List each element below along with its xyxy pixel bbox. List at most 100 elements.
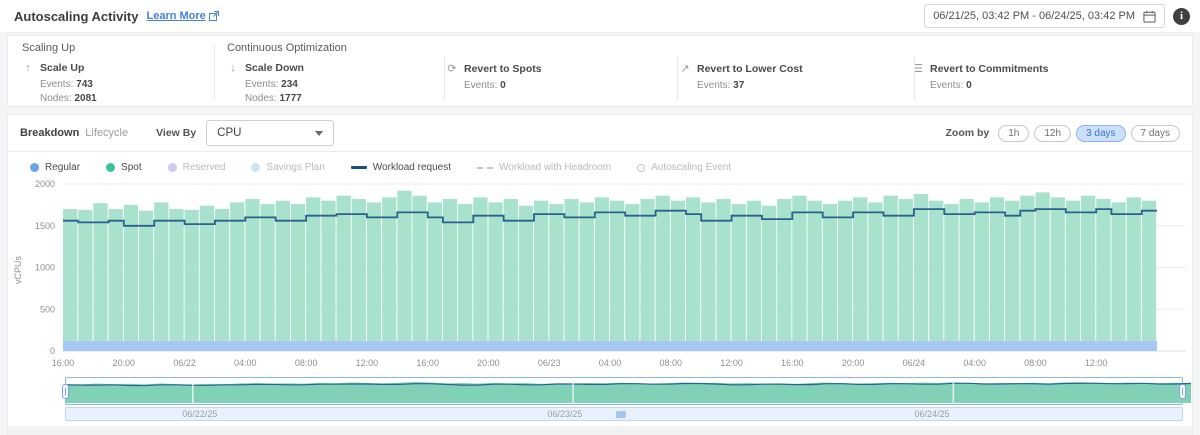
chart-legend: Regular Spot Reserved Savings Plan Workl… (8, 152, 1192, 175)
view-by-select[interactable]: CPU (206, 120, 335, 146)
tab-breakdown[interactable]: Breakdown (20, 127, 80, 139)
tab-lifecycle[interactable]: Lifecycle (85, 127, 129, 139)
divider (444, 56, 445, 100)
view-by-value: CPU (217, 127, 242, 139)
group-title-scaling-up: Scaling Up (22, 42, 76, 54)
revert-commitments-icon: ☰ (913, 63, 923, 75)
svg-text:06/23: 06/23 (538, 358, 561, 368)
legend-label: Autoscaling Event (651, 162, 732, 173)
navigator-chart[interactable] (65, 378, 1192, 404)
arrow-up-icon: ↑ (25, 62, 31, 74)
svg-text:12:00: 12:00 (720, 358, 743, 368)
events-label: Events: (245, 79, 279, 90)
track-date-label: 06/22/25 (182, 409, 218, 419)
stat-scale-down: ↓ Scale Down Events: 234 Nodes: 1777 (227, 62, 446, 106)
legend-label: Reserved (182, 162, 226, 173)
navigator-left-handle[interactable] (62, 384, 69, 399)
svg-text:20:00: 20:00 (113, 358, 136, 368)
svg-text:16:00: 16:00 (416, 358, 439, 368)
svg-text:0: 0 (50, 346, 55, 356)
stat-revert-to-spots: ⟳ Revert to Spots Events: 0 (446, 62, 679, 106)
svg-text:12:00: 12:00 (1085, 358, 1108, 368)
vcpu-breakdown-chart[interactable]: 0 500 1000 1500 2000 vCPUs 16:00 20:00 06/22 04:0… (8, 175, 1194, 373)
zoom-7days-button[interactable]: 7 days (1130, 124, 1180, 142)
nodes-label: Nodes: (245, 93, 277, 104)
page-title: Autoscaling Activity (14, 8, 139, 24)
zoom-1h-button[interactable]: 1h (998, 124, 1030, 142)
top-header: Autoscaling Activity Learn More 06/21/25… (0, 0, 1200, 33)
divider (677, 56, 678, 100)
svg-text:16:00: 16:00 (52, 358, 75, 368)
legend-label: Workload with Headroom (499, 162, 612, 173)
svg-text:2000: 2000 (35, 179, 55, 189)
legend-reserved[interactable]: Reserved (167, 162, 226, 173)
stat-label: Revert to Commitments (930, 62, 1049, 75)
scrollbar-thumb[interactable] (616, 411, 627, 418)
navigator-scroll-track[interactable]: 06/22/25 06/23/25 06/24/25 (65, 407, 1183, 421)
stat-label: Revert to Spots (464, 62, 542, 75)
legend-savings-plan[interactable]: Savings Plan (251, 162, 325, 173)
nodes-label: Nodes: (40, 93, 72, 104)
svg-text:16:00: 16:00 (781, 358, 804, 368)
svg-text:06/22: 06/22 (173, 358, 196, 368)
legend-regular[interactable]: Regular (30, 162, 80, 173)
svg-text:04:00: 04:00 (599, 358, 622, 368)
date-range-picker[interactable]: 06/21/25, 03:42 PM - 06/24/25, 03:42 PM (924, 4, 1165, 28)
revert-lower-cost-icon: ↗ (680, 63, 690, 75)
events-label: Events: (464, 80, 498, 91)
regular-swatch-icon (30, 163, 39, 172)
info-icon[interactable]: i (1173, 7, 1190, 25)
chevron-down-icon (315, 130, 324, 136)
stat-revert-to-lower-cost: ↗ Revert to Lower Cost Events: 37 (679, 62, 912, 106)
svg-text:08:00: 08:00 (295, 358, 318, 368)
navigator-right-handle[interactable] (1179, 384, 1186, 399)
stat-scale-up: ↑ Scale Up Events: 743 Nodes: 2081 (22, 62, 255, 106)
group-title-continuous-optimization: Continuous Optimization (227, 42, 347, 54)
autoscaling-event-swatch-icon (637, 163, 646, 172)
zoom-12h-button[interactable]: 12h (1034, 124, 1072, 142)
events-value: 743 (76, 79, 93, 90)
stat-label: Scale Down (245, 62, 304, 74)
zoom-by-label: Zoom by (945, 127, 990, 139)
svg-text:1000: 1000 (35, 263, 55, 273)
calendar-icon[interactable] (1143, 10, 1156, 23)
track-date-label: 06/23/25 (547, 409, 583, 419)
svg-text:04:00: 04:00 (234, 358, 257, 368)
scaling-stats-bar: Scaling Up ↑ Scale Up Events: 743 Nodes:… (7, 35, 1193, 107)
chart-navigator[interactable] (62, 377, 1192, 405)
chart-controls: Breakdown Lifecycle View By CPU Zoom by … (8, 115, 1192, 152)
arrow-down-icon: ↓ (230, 62, 236, 74)
svg-text:1500: 1500 (35, 221, 55, 231)
legend-workload-with-headroom[interactable]: Workload with Headroom (477, 162, 611, 173)
divider (914, 56, 915, 100)
revert-spots-icon: ⟳ (447, 63, 457, 75)
learn-more-label: Learn More (146, 10, 206, 22)
svg-text:04:00: 04:00 (963, 358, 986, 368)
svg-text:500: 500 (40, 304, 55, 314)
view-by-label: View By (156, 127, 197, 139)
legend-workload-request[interactable]: Workload request (350, 162, 451, 173)
external-link-icon (208, 11, 219, 21)
spot-swatch-icon (106, 163, 116, 172)
divider (214, 44, 215, 100)
zoom-3days-button[interactable]: 3 days (1076, 124, 1126, 142)
events-label: Events: (930, 80, 964, 91)
date-range-value: 06/21/25, 03:42 PM - 06/24/25, 03:42 PM (933, 10, 1135, 22)
savings-plan-swatch-icon (251, 163, 261, 172)
legend-spot[interactable]: Spot (106, 162, 142, 173)
svg-text:08:00: 08:00 (660, 358, 683, 368)
reserved-swatch-icon (167, 163, 177, 172)
events-label: Events: (697, 80, 731, 91)
learn-more-link[interactable]: Learn More (146, 10, 219, 22)
events-label: Events: (40, 79, 74, 90)
svg-text:vCPUs: vCPUs (13, 256, 23, 285)
legend-label: Savings Plan (266, 162, 325, 173)
svg-text:06/24: 06/24 (903, 358, 926, 368)
workload-headroom-swatch-icon (477, 166, 493, 169)
events-value: 234 (281, 79, 298, 90)
svg-text:08:00: 08:00 (1024, 358, 1047, 368)
legend-autoscaling-event[interactable]: Autoscaling Event (637, 162, 731, 173)
stat-revert-to-commitments: ☰ Revert to Commitments Events: 0 (912, 62, 1145, 106)
stat-label: Revert to Lower Cost (697, 62, 803, 75)
chart-panel: Breakdown Lifecycle View By CPU Zoom by … (7, 114, 1193, 435)
